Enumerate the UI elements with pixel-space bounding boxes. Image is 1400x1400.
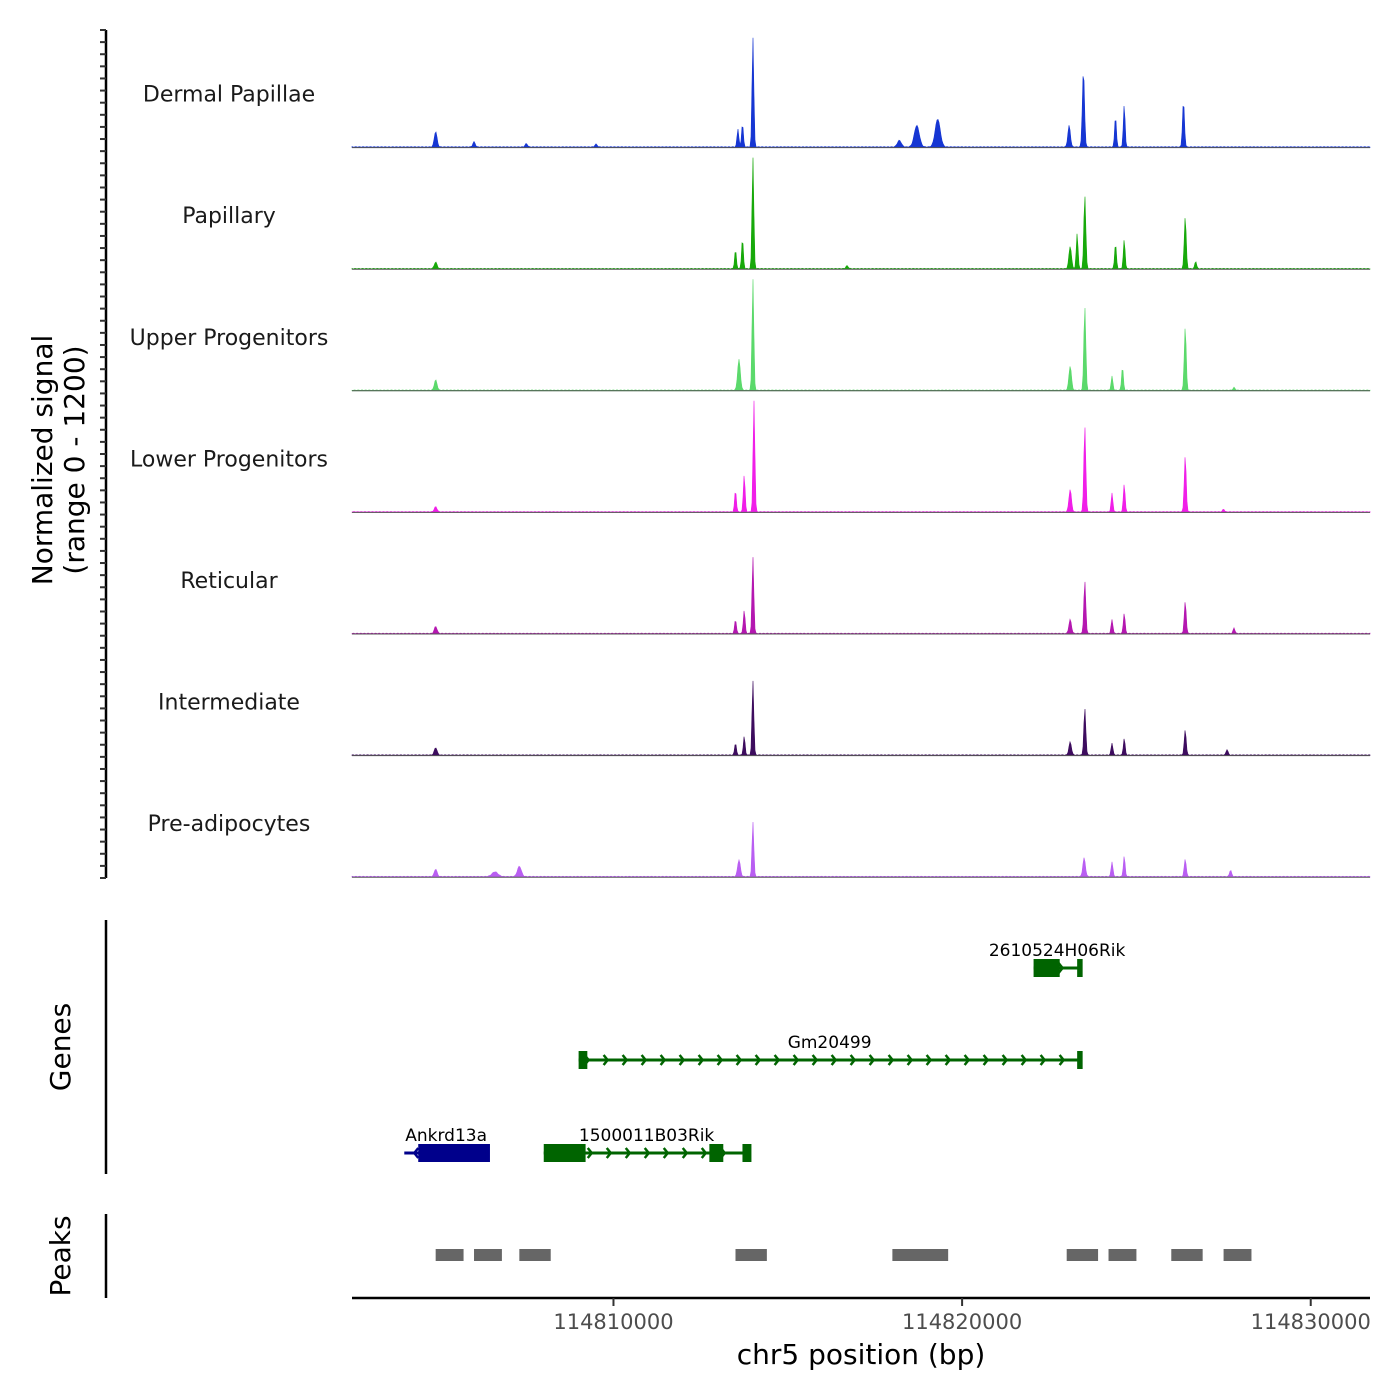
- track-label: Reticular: [180, 569, 278, 594]
- strand-arrow: [681, 1147, 689, 1159]
- y-axis-title-line1: Normalized signal: [26, 335, 59, 586]
- gene-label: Ankrd13a: [405, 1126, 487, 1146]
- x-axis-title: chr5 position (bp): [737, 1338, 986, 1371]
- peak-region: [474, 1249, 502, 1261]
- track-label: Lower Progenitors: [130, 447, 328, 472]
- signal-area: [351, 680, 1371, 756]
- peak-region: [1108, 1249, 1137, 1261]
- gene-label: Gm20499: [788, 1033, 872, 1053]
- coverage-tracks: Dermal Papillae Papillary Upper Progenitor…: [130, 37, 1371, 878]
- x-tick-label: 114810000: [553, 1310, 673, 1334]
- strand-arrow: [1020, 1054, 1028, 1066]
- strand-arrow: [830, 1054, 838, 1066]
- genes-axis-title: Genes: [44, 1003, 77, 1091]
- strand-arrow: [659, 1054, 667, 1066]
- gene-1500011b03rik: 1500011B03Rik: [543, 1126, 752, 1162]
- x-tick-label: 114830000: [1251, 1310, 1371, 1334]
- strand-arrow: [621, 1054, 629, 1066]
- track-label: Intermediate: [158, 691, 300, 716]
- track-upper-progenitors: Upper Progenitors: [130, 279, 1371, 392]
- strand-arrow: [605, 1147, 613, 1159]
- x-axis-ticks: 114810000 114820000 114830000: [553, 1298, 1371, 1334]
- strand-arrow: [906, 1054, 914, 1066]
- gene-track: 2610524H06Rik Gm20499 Ankrd13a 1500011B03Ri…: [404, 941, 1126, 1162]
- strand-arrow: [1057, 962, 1065, 974]
- strand-arrow: [640, 1054, 648, 1066]
- gene-exon: [418, 1144, 488, 1162]
- strand-arrow: [773, 1054, 781, 1066]
- strand-arrow: [887, 1054, 895, 1066]
- strand-arrow: [982, 1054, 990, 1066]
- track-label: Pre-adipocytes: [148, 812, 311, 837]
- peak-region: [892, 1249, 949, 1261]
- gene-gm20499: Gm20499: [578, 1033, 1083, 1069]
- signal-area: [351, 557, 1371, 635]
- peak-region: [735, 1249, 767, 1261]
- peak-region: [1171, 1249, 1203, 1261]
- gene-exon: [578, 1051, 588, 1069]
- strand-arrow: [716, 1054, 724, 1066]
- strand-arrow: [678, 1054, 686, 1066]
- x-tick-label: 114820000: [902, 1310, 1022, 1334]
- gene-exon: [543, 1144, 586, 1162]
- track-intermediate: Intermediate: [158, 680, 1371, 757]
- strand-arrow: [925, 1054, 933, 1066]
- strand-arrow: [602, 1054, 610, 1066]
- track-label: Dermal Papillae: [143, 83, 315, 108]
- strand-arrow: [1001, 1054, 1009, 1066]
- signal-area: [351, 822, 1371, 878]
- y-axis-title-line2: (range 0 - 1200): [58, 345, 91, 574]
- strand-arrow: [754, 1054, 762, 1066]
- gene-2610524h06rik: 2610524H06Rik: [989, 941, 1126, 977]
- strand-arrow: [412, 1147, 420, 1159]
- peak-track: [435, 1249, 1252, 1261]
- peaks-axis-title: Peaks: [44, 1215, 77, 1296]
- strand-arrow: [1058, 1054, 1066, 1066]
- strand-arrow: [586, 1147, 594, 1159]
- strand-arrow: [868, 1054, 876, 1066]
- track-pre-adipocytes: Pre-adipocytes: [148, 812, 1371, 878]
- signal-area: [351, 157, 1371, 270]
- signal-y-axis: [100, 29, 108, 879]
- gene-exon: [709, 1144, 724, 1162]
- gene-label: 2610524H06Rik: [989, 941, 1126, 961]
- strand-arrow: [792, 1054, 800, 1066]
- strand-arrow: [811, 1054, 819, 1066]
- strand-arrow: [963, 1054, 971, 1066]
- strand-arrow: [662, 1147, 670, 1159]
- strand-arrow: [1039, 1054, 1047, 1066]
- strand-arrow: [700, 1147, 708, 1159]
- track-label: Papillary: [182, 204, 276, 229]
- strand-arrow: [624, 1147, 632, 1159]
- peak-region: [435, 1249, 464, 1261]
- strand-arrow: [944, 1054, 952, 1066]
- peak-region: [1066, 1249, 1099, 1261]
- gene-exon: [1033, 959, 1060, 977]
- strand-arrow: [849, 1054, 857, 1066]
- signal-area: [351, 279, 1371, 392]
- track-dermal-papillae: Dermal Papillae: [143, 37, 1371, 149]
- track-lower-progenitors: Lower Progenitors: [130, 400, 1371, 513]
- gene-label: 1500011B03Rik: [579, 1126, 715, 1146]
- signal-area: [351, 37, 1371, 148]
- strand-arrow: [697, 1054, 705, 1066]
- peak-region: [1223, 1249, 1252, 1261]
- signal-area: [351, 400, 1371, 513]
- strand-arrow: [643, 1147, 651, 1159]
- track-papillary: Papillary: [182, 157, 1371, 270]
- peak-region: [519, 1249, 551, 1261]
- track-reticular: Reticular: [180, 557, 1371, 635]
- gene-ankrd13a: Ankrd13a: [404, 1126, 490, 1162]
- gene-exon: [742, 1144, 750, 1162]
- strand-arrow: [735, 1054, 743, 1066]
- track-label: Upper Progenitors: [130, 326, 329, 351]
